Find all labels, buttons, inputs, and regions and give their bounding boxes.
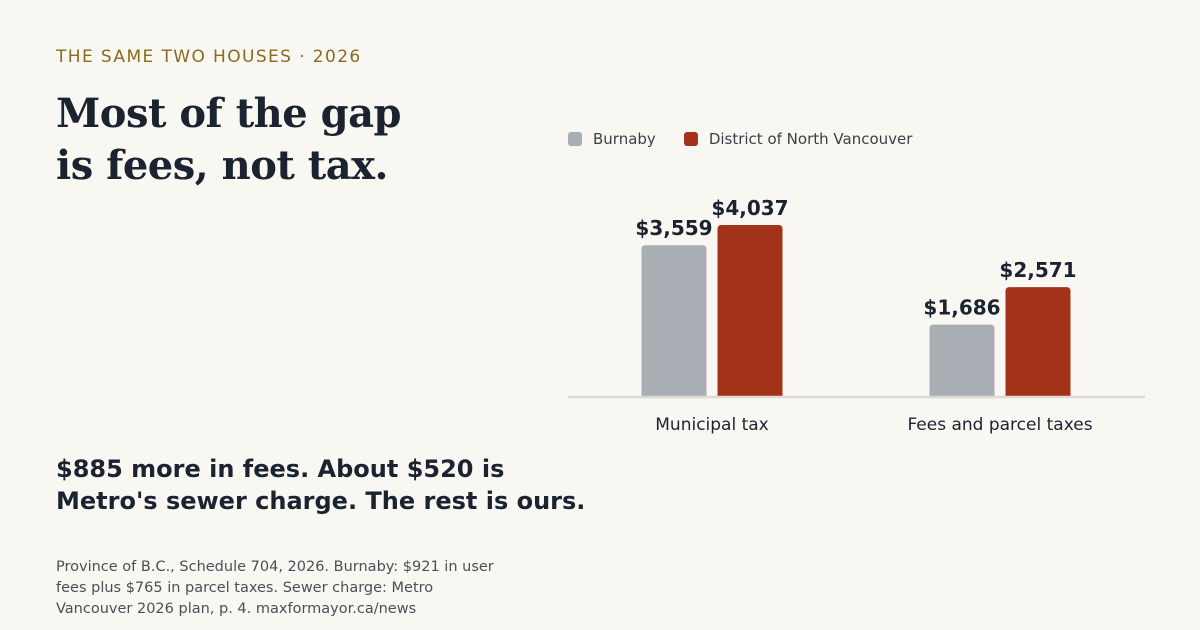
bar-value-label-burnaby-1: $1,686 [923, 296, 1000, 320]
headline-line-1: Most of the gap [56, 90, 401, 137]
callout-line-1: $885 more in fees. About $520 is [56, 455, 505, 483]
legend-label-north-vancouver: District of North Vancouver [708, 130, 913, 148]
bar-value-label-north-vancouver-0: $4,037 [711, 196, 788, 220]
category-label-0: Municipal tax [655, 415, 769, 435]
headline: Most of the gap is fees, not tax. [56, 88, 401, 192]
legend-item-north-vancouver: District of North Vancouver [683, 130, 913, 148]
bar-north-vancouver-0 [717, 225, 783, 396]
eyebrow-label: THE SAME TWO HOUSES · 2026 [56, 47, 362, 67]
source-line-3: Vancouver 2026 plan, p. 4. maxformayor.c… [56, 601, 417, 617]
source-line-2: fees plus $765 in parcel taxes. Sewer ch… [56, 580, 434, 596]
bar-value-label-north-vancouver-1: $2,571 [999, 258, 1076, 282]
callout-text: $885 more in fees. About $520 is Metro's… [56, 453, 585, 517]
bar-north-vancouver-1 [1005, 287, 1071, 396]
category-label-1: Fees and parcel taxes [907, 415, 1092, 435]
bar-burnaby-0 [641, 245, 707, 396]
callout-line-2: Metro's sewer charge. The rest is ours. [56, 487, 586, 515]
bar-burnaby-1 [929, 324, 995, 396]
legend-label-burnaby: Burnaby [593, 130, 656, 148]
bar-value-label-burnaby-0: $3,559 [635, 216, 712, 240]
legend-swatch-burnaby [568, 132, 582, 146]
source-line-1: Province of B.C., Schedule 704, 2026. Bu… [56, 559, 494, 575]
headline-line-2: is fees, not tax. [56, 142, 388, 189]
legend-item-burnaby: Burnaby [568, 130, 656, 148]
legend-swatch-north-vancouver [683, 132, 698, 146]
chart-legend: Burnaby District of North Vancouver [568, 130, 912, 148]
source-note: Province of B.C., Schedule 704, 2026. Bu… [56, 557, 494, 620]
